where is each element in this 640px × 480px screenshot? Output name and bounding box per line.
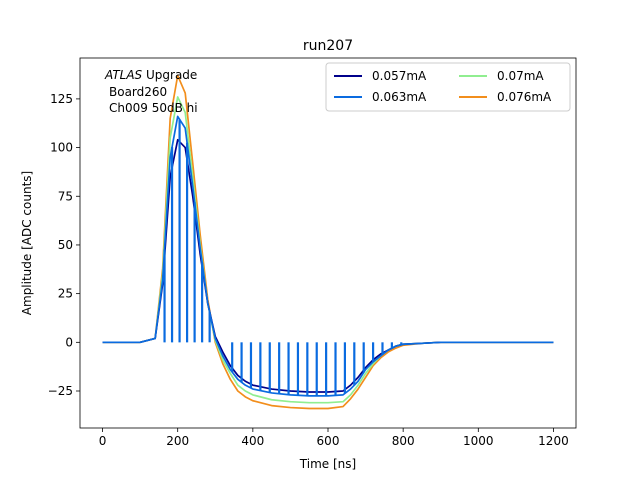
legend-box (325, 62, 571, 112)
x-tick-label: 200 (166, 434, 189, 448)
series-line-0-063ma (102, 115, 554, 397)
upgrade-label: Upgrade (142, 68, 197, 82)
legend-label: 0.076mA (497, 90, 552, 104)
y-tick-label: 25 (58, 287, 73, 301)
y-axis-label: Amplitude [ADC counts] (20, 171, 34, 315)
annotation-line-3: Ch009 50dB hi (109, 101, 198, 115)
x-tick-label: 800 (392, 434, 415, 448)
chart-title: run207 (303, 38, 353, 54)
series-line-0-076ma (102, 74, 554, 410)
x-axis-label: Time [ns] (299, 457, 356, 471)
y-tick-label: 125 (50, 92, 73, 106)
x-tick-label: 0 (99, 434, 107, 448)
x-tick-label: 600 (317, 434, 340, 448)
y-tick-label: −25 (48, 384, 73, 398)
x-tick-label: 1200 (538, 434, 569, 448)
y-tick-label: 75 (58, 189, 73, 203)
legend-label: 0.063mA (372, 90, 427, 104)
y-tick-label: 50 (58, 238, 73, 252)
plot-area: 0 200 400 600 800 1000 1200 −25 0 25 50 75 100 125 (48, 57, 577, 448)
x-tick-label: 400 (241, 434, 264, 448)
annotation: ATLAS Upgrade Board260 Ch009 50dB hi (104, 68, 198, 115)
annotation-line-1: ATLAS Upgrade (104, 68, 197, 82)
annotation-line-2: Board260 (109, 85, 167, 99)
axes-frame (79, 57, 577, 429)
legend: 0.057mA 0.063mA 0.07mA 0.076mA (325, 62, 571, 112)
y-tick-label: 100 (50, 141, 73, 155)
atlas-label: ATLAS (104, 68, 143, 82)
legend-label: 0.057mA (372, 69, 427, 83)
y-tick-label: 0 (65, 335, 73, 349)
x-tick-label: 1000 (463, 434, 494, 448)
series-group (102, 74, 554, 410)
legend-label: 0.07mA (497, 69, 544, 83)
